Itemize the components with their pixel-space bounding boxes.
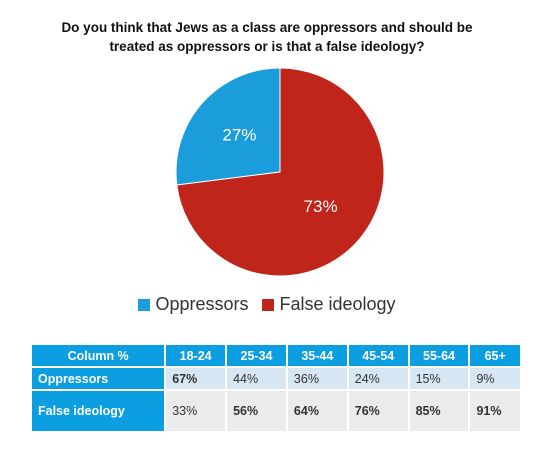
table-cell: 91%	[470, 391, 520, 431]
table-cell: 44%	[227, 368, 286, 389]
table-header-row: Column % 18-24 25-34 35-44 45-54 55-64 6…	[32, 345, 520, 366]
column-header: 55-64	[409, 345, 469, 366]
pie-slice-oppressors	[175, 67, 281, 186]
pie-label-oppressors: 27%	[222, 126, 256, 145]
column-header: 65+	[470, 345, 520, 366]
chart-legend: Oppressors False ideology	[0, 294, 534, 315]
legend-swatch-oppressors	[138, 298, 151, 311]
table-cell: 36%	[287, 368, 347, 389]
legend-label-oppressors: Oppressors	[155, 294, 249, 314]
pie-label-false-ideology: 73%	[304, 197, 338, 216]
legend-swatch-false-ideology	[262, 298, 275, 311]
legend-label-false-ideology: False ideology	[279, 294, 396, 314]
column-header: 35-44	[287, 345, 347, 366]
table-row: Oppressors 67% 44% 36% 24% 15% 9%	[32, 368, 520, 389]
pie-chart: 27% 73%	[175, 67, 385, 277]
table-corner-header: Column %	[32, 345, 165, 366]
table-row: False ideology 33% 56% 64% 76% 85% 91%	[32, 391, 520, 431]
table-cell: 24%	[348, 368, 408, 389]
legend-item-oppressors: Oppressors	[138, 294, 248, 315]
table-cell: 76%	[348, 391, 408, 431]
table-cell: 9%	[470, 368, 520, 389]
table-cell: 15%	[409, 368, 469, 389]
table-cell: 85%	[409, 391, 469, 431]
column-header: 18-24	[166, 345, 226, 366]
table-cell: 56%	[227, 391, 286, 431]
chart-title: Do you think that Jews as a class are op…	[61, 20, 473, 54]
crosstab-table: Column % 18-24 25-34 35-44 45-54 55-64 6…	[30, 343, 522, 433]
legend-item-false-ideology: False ideology	[262, 294, 396, 315]
row-header: Oppressors	[32, 368, 165, 389]
pie-slice-false-ideology	[176, 67, 385, 277]
table-cell: 64%	[287, 391, 347, 431]
column-header: 25-34	[227, 345, 286, 366]
table-cell: 67%	[166, 368, 226, 389]
row-header: False ideology	[32, 391, 165, 431]
table-cell: 33%	[166, 391, 226, 431]
column-header: 45-54	[348, 345, 408, 366]
